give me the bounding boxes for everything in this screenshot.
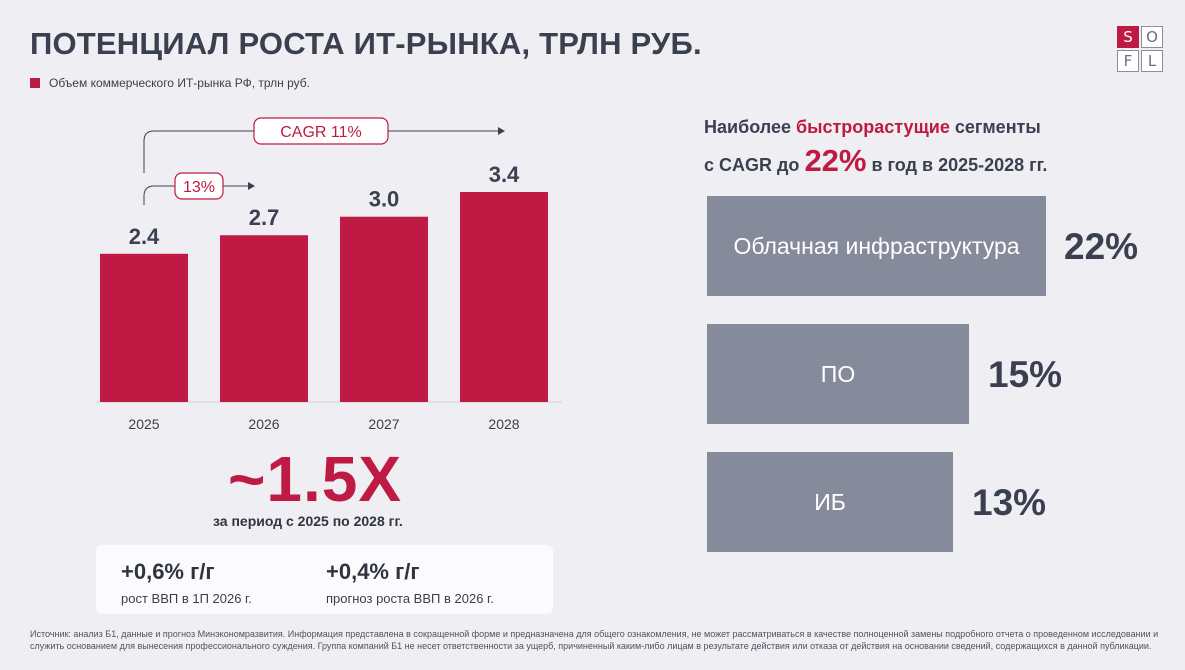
cagr-total-label: CAGR 11% xyxy=(280,124,362,141)
cagr-total-arrow-line xyxy=(143,130,254,173)
header-accent: быстрорастущие xyxy=(795,117,950,137)
source-footnote: Источник: анализ Б1, данные и прогноз Ми… xyxy=(30,629,1159,651)
segment-bar-security: ИБ xyxy=(707,452,953,552)
segment-bar-cloud: Облачная инфраструктура xyxy=(707,196,1046,296)
cagr-first-year-arrow-line xyxy=(143,185,175,205)
bar-2027 xyxy=(340,216,428,402)
cagr-first-year-label: 13% xyxy=(183,179,215,196)
header-text: в год в 2025-2028 гг. xyxy=(866,155,1048,175)
cagr-total-arrowhead xyxy=(498,127,505,135)
cagr-total-badge xyxy=(253,117,389,145)
growth-multiplier: ~1.5X xyxy=(228,443,403,515)
segment-cagr-security: 13% xyxy=(972,482,1047,523)
gdp-value: +0,4% г/г xyxy=(326,559,420,584)
bar-value-label: 2.4 xyxy=(129,224,160,249)
header-text: сегменты xyxy=(949,117,1041,137)
chart-legend: Объем коммерческого ИТ-рынка РФ, трлн ру… xyxy=(30,76,310,90)
gdp-label: прогноз роста ВВП в 2026 г. xyxy=(326,591,494,606)
header-text: Наиболее xyxy=(704,117,796,137)
bar-value-label: 3.4 xyxy=(489,162,520,187)
x-tick-label: 2027 xyxy=(368,416,399,432)
logo-letter: L xyxy=(1141,50,1163,72)
segment-cagr-software: 15% xyxy=(988,354,1063,395)
logo-letter: F xyxy=(1117,50,1139,72)
gdp-item-forecast: +0,4% г/г прогноз роста ВВП в 2026 г. xyxy=(326,559,494,606)
market-bar-chart: 2.4 2025 2.7 2026 3.0 2027 3.4 2028 CAGR 11% 13% xyxy=(96,117,562,432)
sofl-logo: S O F L xyxy=(1117,26,1163,72)
x-tick-label: 2026 xyxy=(248,416,279,432)
cagr-first-year-badge xyxy=(174,172,224,200)
gdp-box: +0,6% г/г рост ВВП в 1П 2026 г. +0,4% г/… xyxy=(96,545,553,614)
legend-label: Объем коммерческого ИТ-рынка РФ, трлн ру… xyxy=(49,76,310,90)
logo-letter: O xyxy=(1141,26,1163,48)
segment-cagr-cloud: 22% xyxy=(1064,226,1139,267)
cagr-first-year-arrowhead xyxy=(248,182,255,190)
bar-2025 xyxy=(100,253,188,402)
growth-period: за период с 2025 по 2028 гг. xyxy=(213,513,403,529)
legend-swatch xyxy=(30,78,40,88)
segments-header: Наиболее быстрорастущие сегменты с CAGR … xyxy=(704,110,1047,182)
gdp-label: рост ВВП в 1П 2026 г. xyxy=(121,591,252,606)
bar-value-label: 3.0 xyxy=(369,187,400,212)
gdp-value: +0,6% г/г xyxy=(121,559,215,584)
page-title: ПОТЕНЦИАЛ РОСТА ИТ-РЫНКА, ТРЛН РУБ. xyxy=(30,26,702,61)
header-text: с CAGR до xyxy=(704,155,805,175)
segment-bar-software: ПО xyxy=(707,324,969,424)
bar-value-label: 2.7 xyxy=(249,205,280,230)
x-tick-label: 2025 xyxy=(128,416,159,432)
logo-letter: S xyxy=(1117,26,1139,48)
bar-2028 xyxy=(460,192,548,402)
x-tick-label: 2028 xyxy=(488,416,519,432)
header-max-cagr: 22% xyxy=(804,143,867,178)
bar-2026 xyxy=(220,235,308,402)
gdp-item-actual: +0,6% г/г рост ВВП в 1П 2026 г. xyxy=(121,559,252,606)
